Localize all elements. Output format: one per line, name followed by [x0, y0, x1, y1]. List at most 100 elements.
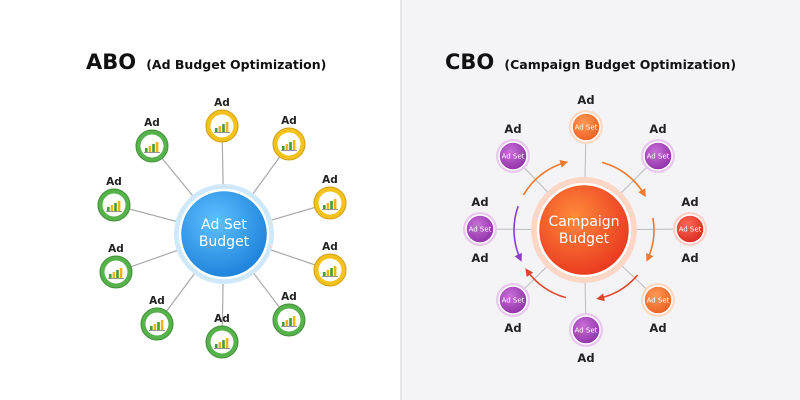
cbo-ad-label: Ad — [504, 321, 521, 335]
abo-ad-label: Ad — [106, 176, 122, 188]
abo-ad-node: Ad — [135, 117, 169, 163]
abo-subtitle: (Ad Budget Optimization) — [146, 57, 326, 72]
bar-chart-icon-bar — [153, 324, 157, 330]
bar-chart-icon-bar — [323, 205, 326, 209]
adset-node-circle — [498, 285, 528, 315]
bar-chart-icon-bar — [289, 318, 292, 326]
cbo-ad-label: Ad — [504, 122, 521, 136]
bar-chart-icon — [108, 268, 124, 279]
ad-node-face — [102, 193, 126, 217]
abo-ad-label: Ad — [322, 174, 338, 186]
bar-chart-icon-bar — [222, 124, 225, 132]
adset-node-circle — [571, 112, 601, 142]
abo-ad-label: Ad — [108, 243, 124, 255]
adset-node-text: Ad Set — [502, 153, 525, 161]
abo-ad-label: Ad — [322, 241, 338, 253]
cbo-hub: Campaign Budget — [531, 177, 637, 283]
adset-node-text: Ad Set — [502, 297, 525, 305]
bar-chart-icon — [106, 201, 122, 212]
cbo-ad-label: Ad — [649, 122, 666, 136]
abo-ad-node: Ad — [272, 291, 306, 337]
bar-chart-icon-bar — [112, 272, 116, 278]
abo-ad-node: Ad — [140, 295, 174, 341]
cbo-hub-circle — [536, 182, 632, 278]
flow-arrow — [596, 274, 639, 302]
abo-hub-line-1: Ad Set — [201, 217, 247, 233]
bar-chart-icon-bar — [218, 126, 222, 132]
flow-arrow — [522, 159, 569, 196]
bar-chart-icon-bar — [333, 266, 337, 276]
abo-title: ABO — [86, 50, 136, 74]
cbo-ad-label: Ad — [577, 93, 594, 107]
bar-chart-icon-bar — [107, 207, 110, 211]
bar-chart-icon-bar — [114, 203, 117, 211]
abo-hub-line-2: Budget — [199, 234, 250, 250]
abo-ad-label: Ad — [281, 291, 297, 303]
bar-chart-icon-bar — [155, 142, 159, 152]
ad-node-face — [210, 330, 234, 354]
ad-node-face — [277, 132, 301, 156]
adset-node-text: Ad Set — [647, 153, 670, 161]
cbo-ad-label: Ad — [681, 195, 698, 209]
abo-ad-label: Ad — [281, 115, 297, 127]
cbo-adset-node: Ad Set Ad — [673, 195, 707, 246]
bar-chart-icon-bar — [323, 272, 326, 276]
bar-chart-icon — [281, 316, 297, 327]
adset-node-circle — [643, 141, 673, 171]
cbo-subtitle: (Campaign Budget Optimization) — [504, 57, 736, 72]
abo-diagram: Ad Ad Ad Ad Ad Ad Ad Ad Ad Ad Ad Set Budget — [97, 97, 347, 359]
bar-chart-icon-bar — [326, 203, 330, 209]
cbo-ad-label: Ad — [577, 351, 594, 365]
abo-hub: Ad Set Budget — [174, 184, 274, 284]
bar-chart-icon-bar — [285, 320, 289, 326]
abo-hub-circle — [178, 188, 270, 280]
abo-ad-label: Ad — [149, 295, 165, 307]
cbo-diagram: Ad Set Ad Ad Set Ad Ad Set Ad Ad Set Ad Ad Set Ad… — [463, 93, 707, 365]
bar-chart-icon-bar — [117, 201, 121, 211]
bar-chart-icon — [149, 320, 165, 331]
cbo-ad-label: Ad — [649, 321, 666, 335]
cbo-adset-node: Ad Set Ad — [569, 313, 603, 365]
ad-node-face — [104, 260, 128, 284]
bar-chart-icon-bar — [225, 338, 229, 348]
cbo-adset-node: Ad Set Ad — [463, 195, 497, 246]
cbo-adset-node: Ad Set Ad — [496, 122, 530, 173]
abo-ad-label: Ad — [214, 97, 230, 109]
adset-node-circle — [498, 141, 528, 171]
bar-chart-icon-bar — [116, 270, 119, 278]
bar-chart-icon — [281, 140, 297, 151]
bar-chart-icon-bar — [109, 274, 112, 278]
bar-chart-icon — [214, 122, 230, 133]
abo-ad-node: Ad — [313, 241, 347, 287]
adset-node-circle — [571, 315, 601, 345]
adset-node-text: Ad Set — [575, 124, 598, 132]
bar-chart-icon-bar — [152, 144, 155, 152]
abo-ad-nodes: Ad Ad Ad Ad Ad Ad Ad Ad Ad Ad — [97, 97, 347, 359]
bar-chart-icon — [322, 266, 338, 277]
bar-chart-icon-bar — [215, 128, 218, 132]
ad-node-face — [318, 258, 342, 282]
flow-arrow — [601, 161, 646, 198]
adset-node-text: Ad Set — [679, 226, 702, 234]
bar-chart-icon-bar — [292, 140, 296, 150]
abo-ad-label: Ad — [214, 313, 230, 325]
cbo-title-line: CBO (Campaign Budget Optimization) — [445, 50, 736, 74]
ad-node-face — [145, 312, 169, 336]
bar-chart-icon-bar — [292, 316, 296, 326]
ad-node-face — [318, 191, 342, 215]
bar-chart-icon-bar — [326, 270, 330, 276]
cbo-ad-label-extra: Ad — [471, 251, 488, 265]
abo-ad-node: Ad — [272, 115, 306, 161]
bar-chart-icon — [214, 338, 230, 349]
abo-ad-node: Ad — [313, 174, 347, 220]
abo-title-line: ABO (Ad Budget Optimization) — [86, 50, 326, 74]
abo-ad-label: Ad — [144, 117, 160, 129]
bar-chart-icon-bar — [148, 146, 152, 152]
bar-chart-icon-bar — [282, 146, 285, 150]
adset-node-circle — [643, 285, 673, 315]
bar-chart-icon-bar — [218, 342, 222, 348]
adset-node-text: Ad Set — [647, 297, 670, 305]
flow-arrow — [513, 205, 522, 262]
bar-chart-icon-bar — [215, 344, 218, 348]
